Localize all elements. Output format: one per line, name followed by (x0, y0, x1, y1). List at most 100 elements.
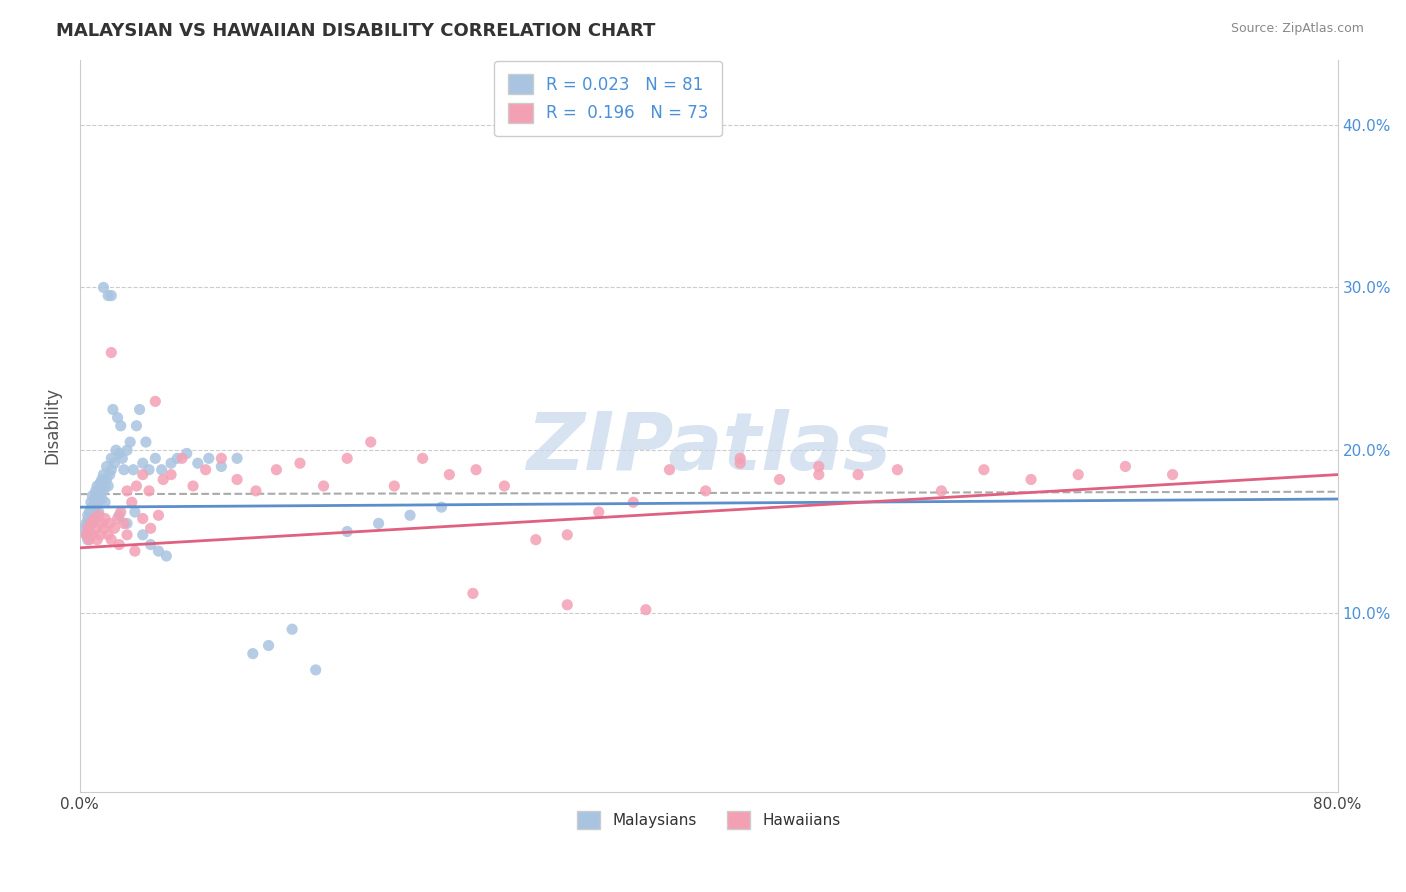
Point (461, 586, 484, 600)
Point (150, 463, 173, 477)
Point (115, 516, 138, 531)
Point (100, 288, 122, 302)
Point (1067, 467, 1090, 482)
Point (83, 508, 105, 523)
Point (382, 479, 405, 493)
Text: ZIPatlas: ZIPatlas (526, 409, 891, 487)
Point (634, 603, 657, 617)
Point (111, 451, 134, 466)
Point (93, 521, 115, 535)
Point (101, 402, 124, 417)
Point (112, 516, 135, 531)
Point (75, 516, 97, 531)
Point (90, 516, 112, 531)
Point (103, 456, 125, 470)
Point (465, 463, 488, 477)
Point (96, 459, 118, 474)
Point (120, 435, 142, 450)
Point (84, 500, 107, 515)
Point (135, 435, 157, 450)
Point (96, 473, 118, 487)
Point (97, 479, 120, 493)
Point (242, 647, 264, 661)
Point (143, 451, 166, 466)
Point (973, 463, 995, 477)
Point (143, 394, 166, 409)
Point (1161, 467, 1184, 482)
Point (121, 495, 143, 509)
Point (112, 463, 135, 477)
Point (132, 456, 155, 470)
Point (100, 463, 122, 477)
Point (89, 528, 111, 542)
Point (103, 521, 125, 535)
Point (76, 508, 98, 523)
Point (266, 463, 288, 477)
Point (132, 528, 155, 542)
Point (80, 505, 103, 519)
Point (1114, 459, 1136, 474)
Point (97, 288, 120, 302)
Point (107, 511, 129, 525)
Point (128, 402, 150, 417)
Point (360, 435, 382, 450)
Text: Source: ZipAtlas.com: Source: ZipAtlas.com (1230, 22, 1364, 36)
Point (80, 516, 103, 531)
Point (115, 443, 138, 458)
Point (100, 451, 122, 466)
Point (226, 473, 249, 487)
Point (87, 489, 110, 503)
Point (98, 516, 121, 531)
Point (139, 521, 162, 535)
Text: MALAYSIAN VS HAWAIIAN DISABILITY CORRELATION CHART: MALAYSIAN VS HAWAIIAN DISABILITY CORRELA… (56, 22, 655, 40)
Point (82, 489, 104, 503)
Point (79, 505, 101, 519)
Point (94, 495, 117, 509)
Point (399, 508, 422, 523)
Point (198, 451, 221, 466)
Point (122, 463, 145, 477)
Point (132, 467, 155, 482)
Point (75, 528, 97, 542)
Point (209, 459, 232, 474)
Point (89, 483, 111, 498)
Point (281, 622, 304, 636)
Point (84, 511, 107, 525)
Point (86, 495, 108, 509)
Point (82, 528, 104, 542)
Point (148, 544, 170, 558)
Point (336, 451, 359, 466)
Point (105, 443, 128, 458)
Point (166, 451, 188, 466)
Point (555, 598, 578, 612)
Point (226, 451, 249, 466)
Point (430, 500, 453, 515)
Point (245, 483, 267, 498)
Point (108, 538, 131, 552)
Point (93, 280, 115, 294)
Point (84, 483, 107, 498)
Point (695, 483, 717, 498)
Point (439, 467, 461, 482)
Point (86, 533, 108, 547)
Point (83, 511, 105, 525)
Point (87, 508, 110, 523)
Point (155, 549, 177, 563)
Point (90, 491, 112, 506)
Point (807, 459, 830, 474)
Point (886, 463, 908, 477)
Point (555, 528, 578, 542)
Point (588, 505, 610, 519)
Point (139, 538, 162, 552)
Point (90, 473, 112, 487)
Point (79, 533, 101, 547)
Point (132, 511, 155, 525)
Point (110, 505, 132, 519)
Point (846, 467, 869, 482)
Point (728, 451, 751, 466)
Point (194, 463, 217, 477)
Point (100, 345, 122, 359)
Legend: Malaysians, Hawaiians: Malaysians, Hawaiians (571, 805, 846, 836)
Point (79, 524, 101, 539)
Point (288, 456, 311, 470)
